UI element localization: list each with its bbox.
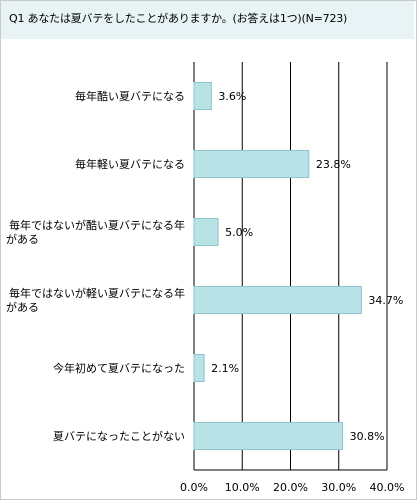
bar-value-label: 3.6% [218,90,246,103]
x-tick-label: 30.0% [321,481,356,494]
bar-value-label: 23.8% [316,158,351,171]
chart-title: Q1 あなたは夏バテをしたことがありますか。(お答えは1つ)(N=723) [9,12,348,25]
bar [193,354,205,382]
bar [193,218,219,246]
x-tick-label: 20.0% [273,481,308,494]
category-label: 毎年ではないが酷い夏バテになる年 [9,218,185,232]
bar-value-label: 30.8% [350,430,385,443]
chart-header: Q1 あなたは夏バテをしたことがありますか。(お答えは1つ)(N=723) [1,1,414,39]
bar-value-label: 5.0% [225,226,253,239]
category-label: 毎年ではないが軽い夏バテになる年 [9,286,185,300]
category-label: がある [6,232,39,246]
x-tick-label: 0.0% [180,481,208,494]
category-label: 毎年酷い夏バテになる [75,89,185,103]
bar [193,82,212,110]
bar-value-label: 2.1% [211,362,239,375]
x-tick-label: 40.0% [370,481,405,494]
bar [193,150,310,178]
x-tick-label: 10.0% [225,481,260,494]
category-label: がある [6,300,39,314]
bar [193,422,344,450]
category-label: 毎年軽い夏バテになる [75,157,185,171]
bar-value-label: 34.7% [368,294,403,307]
bar [193,286,362,314]
category-label: 夏バテになったことがない [53,429,185,443]
category-label: 今年初めて夏バテになった [53,361,185,375]
